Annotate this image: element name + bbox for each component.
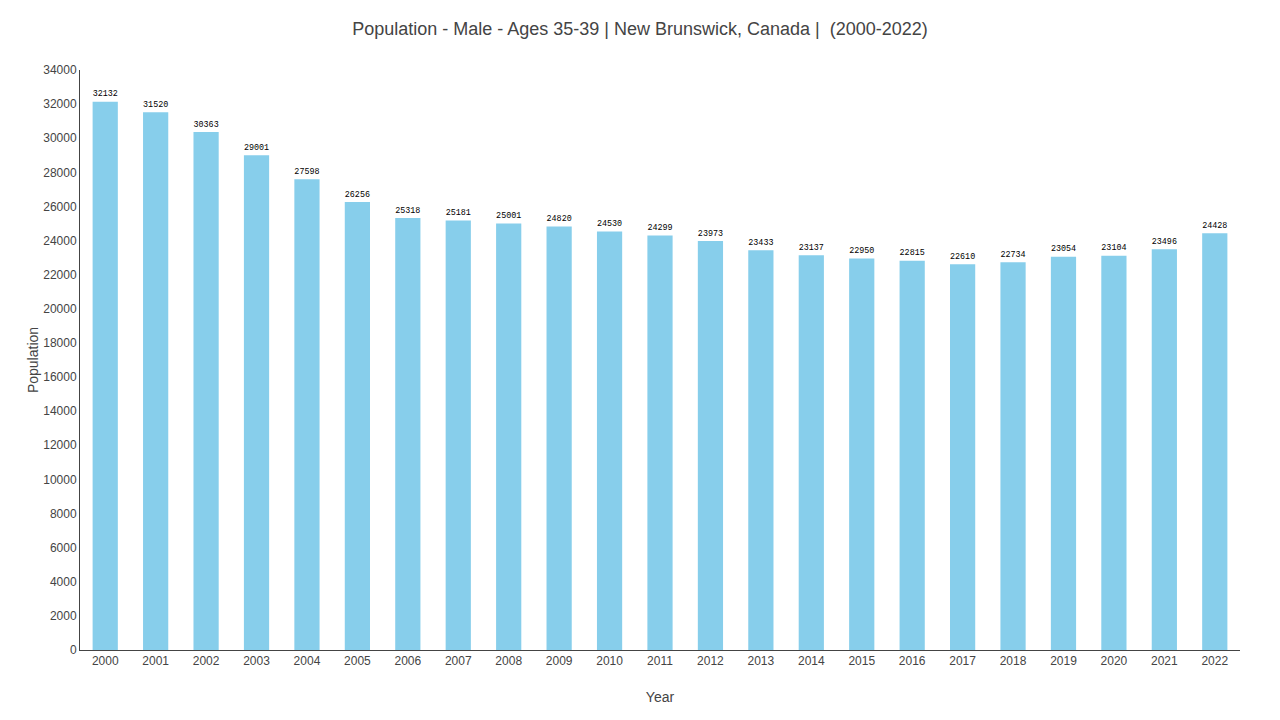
svg-text:24299: 24299 xyxy=(647,223,672,233)
svg-text:6000: 6000 xyxy=(50,541,77,555)
svg-text:2000: 2000 xyxy=(50,609,77,623)
svg-text:18000: 18000 xyxy=(43,336,77,350)
svg-text:22610: 22610 xyxy=(950,252,975,262)
svg-text:2008: 2008 xyxy=(495,654,522,668)
svg-text:2020: 2020 xyxy=(1101,654,1128,668)
svg-text:2017: 2017 xyxy=(949,654,976,668)
svg-text:Population: Population xyxy=(25,327,41,393)
svg-text:25181: 25181 xyxy=(446,208,471,218)
svg-text:26256: 26256 xyxy=(345,190,370,200)
svg-text:24000: 24000 xyxy=(43,234,77,248)
svg-text:23054: 23054 xyxy=(1051,244,1076,254)
svg-text:16000: 16000 xyxy=(43,370,77,384)
svg-text:23496: 23496 xyxy=(1152,237,1177,247)
svg-text:2022: 2022 xyxy=(1201,654,1228,668)
svg-text:2002: 2002 xyxy=(193,654,220,668)
svg-text:28000: 28000 xyxy=(43,166,77,180)
svg-text:2016: 2016 xyxy=(899,654,926,668)
svg-text:2004: 2004 xyxy=(294,654,321,668)
svg-text:2012: 2012 xyxy=(697,654,724,668)
svg-text:2006: 2006 xyxy=(394,654,421,668)
svg-text:4000: 4000 xyxy=(50,575,77,589)
svg-text:24428: 24428 xyxy=(1202,221,1227,231)
svg-text:10000: 10000 xyxy=(43,473,77,487)
svg-text:2018: 2018 xyxy=(1000,654,1027,668)
svg-text:25318: 25318 xyxy=(395,206,420,216)
svg-text:23104: 23104 xyxy=(1101,243,1126,253)
svg-text:20000: 20000 xyxy=(43,302,77,316)
svg-text:29001: 29001 xyxy=(244,143,269,153)
svg-text:2007: 2007 xyxy=(445,654,472,668)
svg-text:23433: 23433 xyxy=(748,238,773,248)
svg-text:34000: 34000 xyxy=(43,63,77,77)
svg-text:14000: 14000 xyxy=(43,404,77,418)
svg-text:22815: 22815 xyxy=(900,248,925,258)
svg-text:22950: 22950 xyxy=(849,246,874,256)
svg-text:32000: 32000 xyxy=(43,97,77,111)
svg-text:30363: 30363 xyxy=(193,120,218,130)
svg-text:Year: Year xyxy=(646,689,675,705)
svg-text:22734: 22734 xyxy=(1000,250,1025,260)
svg-text:2014: 2014 xyxy=(798,654,825,668)
svg-text:23137: 23137 xyxy=(799,243,824,253)
svg-text:30000: 30000 xyxy=(43,131,77,145)
svg-text:2019: 2019 xyxy=(1050,654,1077,668)
svg-text:2003: 2003 xyxy=(243,654,270,668)
svg-text:32132: 32132 xyxy=(93,89,118,99)
svg-text:25001: 25001 xyxy=(496,211,521,221)
svg-text:2005: 2005 xyxy=(344,654,371,668)
svg-text:2000: 2000 xyxy=(92,654,119,668)
svg-text:26000: 26000 xyxy=(43,200,77,214)
svg-text:2021: 2021 xyxy=(1151,654,1178,668)
svg-text:2015: 2015 xyxy=(848,654,875,668)
svg-text:24530: 24530 xyxy=(597,219,622,229)
svg-text:Population - Male - Ages 35-39: Population - Male - Ages 35-39 | New Bru… xyxy=(352,19,928,39)
svg-text:8000: 8000 xyxy=(50,507,77,521)
svg-text:31520: 31520 xyxy=(143,100,168,110)
svg-text:22000: 22000 xyxy=(43,268,77,282)
svg-text:12000: 12000 xyxy=(43,438,77,452)
svg-text:2010: 2010 xyxy=(596,654,623,668)
svg-text:2009: 2009 xyxy=(546,654,573,668)
svg-text:24820: 24820 xyxy=(547,214,572,224)
svg-text:2011: 2011 xyxy=(647,654,673,668)
svg-text:2001: 2001 xyxy=(142,654,169,668)
svg-text:23973: 23973 xyxy=(698,229,723,239)
svg-text:2013: 2013 xyxy=(748,654,775,668)
svg-text:0: 0 xyxy=(70,643,77,657)
svg-text:27598: 27598 xyxy=(294,167,319,177)
